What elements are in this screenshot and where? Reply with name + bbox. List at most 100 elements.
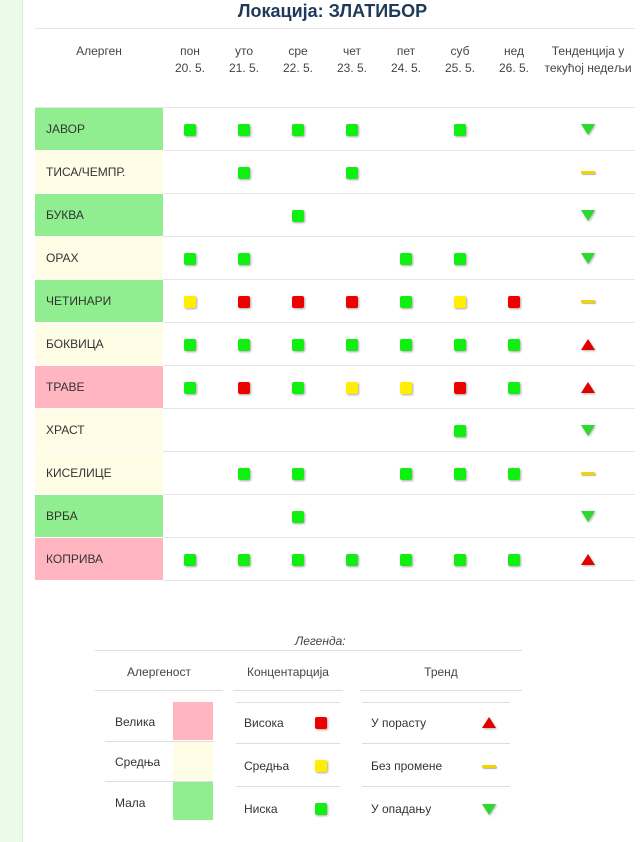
concentration-cell [433,279,487,323]
concentration-cell [487,279,541,323]
concentration-cell [163,537,217,581]
trend-cell [541,150,635,194]
concentration-medium-icon [184,295,196,308]
legend-divider [362,702,510,703]
trend-cell [541,279,635,323]
pollen-table: Алерген пон 20. 5. уто 21. 5. сре 22. 5. че… [35,28,635,581]
concentration-cell [271,150,325,194]
concentration-low-icon [292,510,304,523]
concentration-low-icon [292,123,304,136]
legend-label-high-allergenicity: Велика [115,715,156,729]
table-header-row: Алерген пон 20. 5. уто 21. 5. сре 22. 5. че… [35,28,635,108]
legend-title: Легенда: [295,634,346,648]
concentration-low-icon [508,467,520,480]
day-date: 22. 5. [282,61,314,75]
concentration-cell [271,494,325,538]
concentration-low-icon [346,553,358,566]
trend-cell [541,322,635,366]
trend-down-icon [581,124,595,136]
concentration-cell [163,193,217,237]
concentration-high-icon [508,295,520,308]
day-date: 25. 5. [444,61,476,75]
legend-square-high-icon [315,717,327,729]
concentration-cell [271,236,325,280]
concentration-cell [163,451,217,495]
legend-allergenicity-header: Алергеност [127,665,191,679]
table-row: ЧЕТИНАРИ [35,279,635,323]
concentration-cell [379,236,433,280]
concentration-cell [325,322,379,366]
concentration-low-icon [292,467,304,480]
trend-cell [541,107,635,151]
legend-label-low-concentration: Ниска [244,802,278,816]
concentration-cell [163,365,217,409]
table-row: КОПРИВА [35,537,635,581]
legend-divider [233,690,343,691]
concentration-low-icon [292,381,304,394]
concentration-low-icon [508,381,520,394]
concentration-low-icon [454,424,466,437]
concentration-cell [217,451,271,495]
concentration-cell [163,107,217,151]
concentration-low-icon [508,338,520,351]
concentration-cell [325,236,379,280]
concentration-cell [271,322,325,366]
concentration-low-icon [292,338,304,351]
concentration-cell [487,408,541,452]
legend-label-high-concentration: Висока [244,716,284,730]
trend-down-icon [581,210,595,222]
concentration-cell [271,193,325,237]
concentration-low-icon [400,252,412,265]
concentration-cell [433,494,487,538]
header-day-sun: нед 26. 5. [487,28,541,108]
table-row: ТРАВЕ [35,365,635,409]
concentration-low-icon [292,209,304,222]
concentration-low-icon [292,553,304,566]
allergen-name: ВРБА [35,494,163,538]
trend-cell [541,537,635,581]
concentration-cell [163,494,217,538]
day-name: нед [503,44,525,58]
concentration-low-icon [238,553,250,566]
concentration-cell [433,107,487,151]
concentration-cell [325,408,379,452]
concentration-low-icon [346,338,358,351]
legend-label-trend-down: У опадању [371,802,432,816]
allergen-name: ОРАХ [35,236,163,280]
table-row: БУКВА [35,193,635,237]
legend-divider [95,690,223,691]
concentration-cell [217,107,271,151]
trend-cell [541,365,635,409]
concentration-cell [487,322,541,366]
day-name: чет [342,44,362,58]
concentration-cell [487,236,541,280]
concentration-cell [325,150,379,194]
concentration-low-icon [454,123,466,136]
concentration-low-icon [400,467,412,480]
concentration-cell [271,451,325,495]
concentration-cell [325,451,379,495]
legend-swatch-low [173,782,213,820]
header-day-wed: сре 22. 5. [271,28,325,108]
allergen-name: БОКВИЦА [35,322,163,366]
concentration-cell [163,236,217,280]
allergen-name: ТИСА/ЧЕМПР. [35,150,163,194]
concentration-high-icon [238,295,250,308]
day-name: суб [450,44,470,58]
header-trend: Тенденција у текућој недељи [541,28,635,108]
concentration-cell [217,494,271,538]
trend-down-icon [581,253,595,265]
concentration-cell [325,365,379,409]
concentration-cell [163,279,217,323]
concentration-cell [325,537,379,581]
table-row: БОКВИЦА [35,322,635,366]
legend-concentration-header: Концентарција [247,665,329,679]
concentration-high-icon [454,381,466,394]
concentration-high-icon [346,295,358,308]
legend-label-low-allergenicity: Мала [115,796,146,810]
concentration-high-icon [292,295,304,308]
concentration-cell [487,150,541,194]
concentration-low-icon [454,467,466,480]
legend-square-low-icon [315,803,327,815]
concentration-cell [217,236,271,280]
